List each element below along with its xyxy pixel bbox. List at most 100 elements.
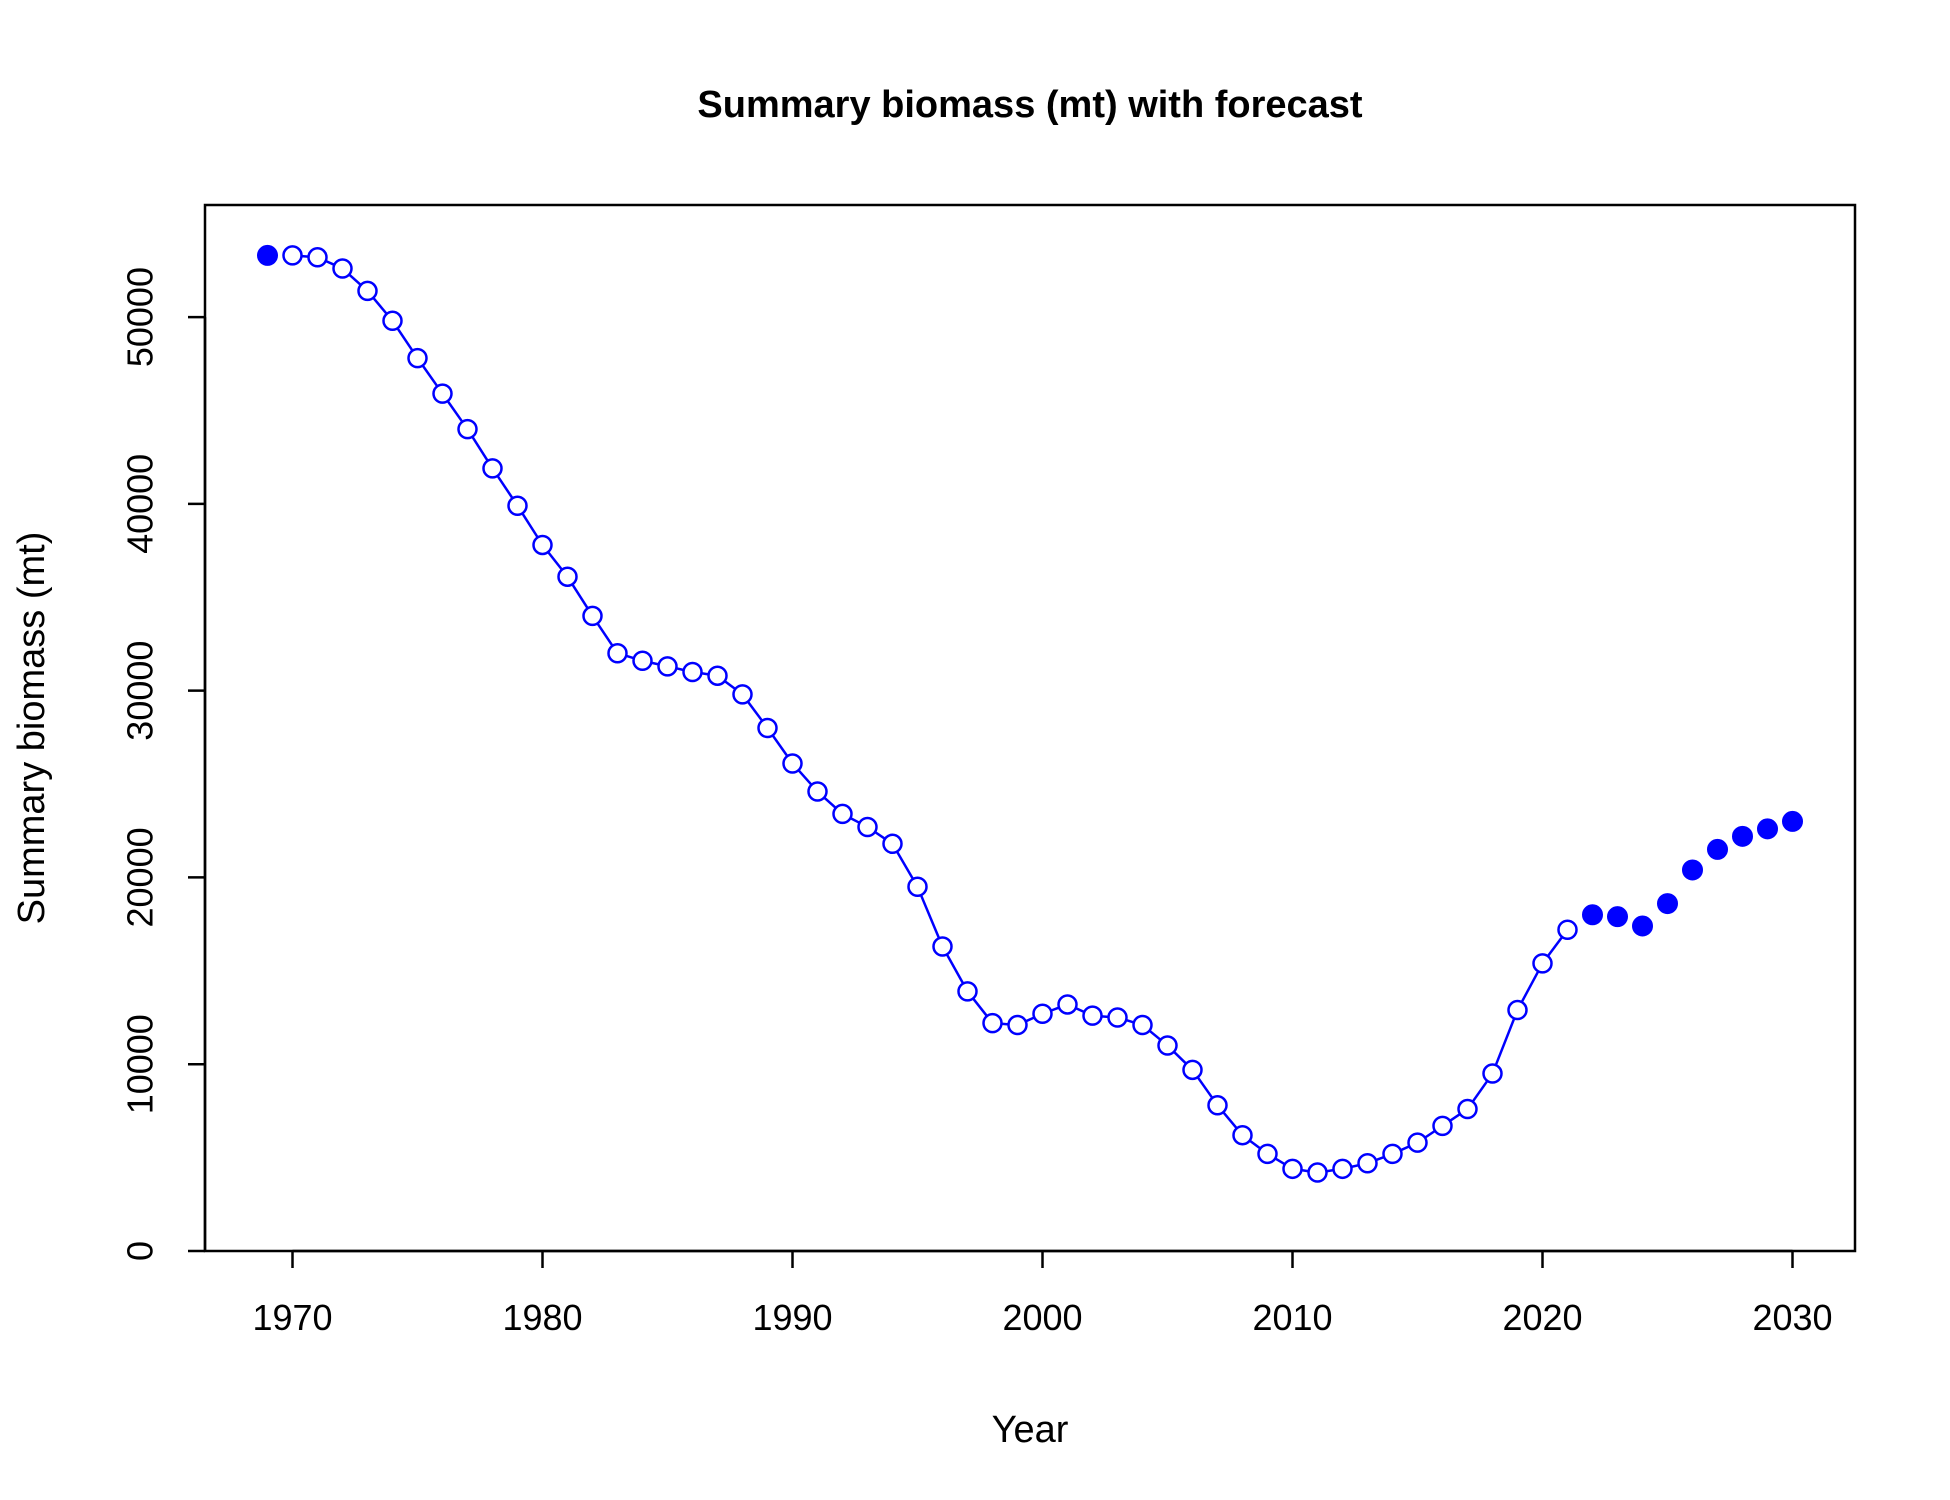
data-point (732, 684, 753, 705)
data-point (457, 418, 478, 440)
y-axis: 0 10000 20000 30000 40000 50000 (120, 267, 207, 1261)
line-segment (919, 894, 941, 939)
plot-frame (203, 203, 1857, 1253)
forecast-point (1782, 810, 1803, 832)
forecast-point (1682, 859, 1703, 881)
line-segment (496, 475, 514, 499)
data-point (907, 876, 928, 898)
line-segment (1400, 1145, 1410, 1152)
data-point (1532, 953, 1553, 974)
x-tick-label: 1980 (502, 1297, 582, 1338)
x-tick-label: 2030 (1752, 1297, 1832, 1338)
data-point (1132, 1014, 1153, 1036)
forecast-point (1757, 818, 1778, 840)
data-point (282, 245, 303, 266)
line-segment (1075, 1006, 1085, 1014)
data-point (1557, 919, 1578, 940)
line-segment (874, 830, 886, 840)
data-point (1107, 1007, 1128, 1028)
line-segment (1196, 1076, 1214, 1099)
data-point (307, 247, 328, 268)
y-tick-label: 20000 (120, 827, 161, 927)
data-point (1082, 1005, 1103, 1026)
line-segment (325, 259, 335, 266)
line-segment (1494, 1017, 1516, 1066)
data-point (1332, 1158, 1353, 1180)
y-tick-label: 0 (120, 1241, 161, 1261)
series-layer (257, 244, 1803, 1183)
data-point (857, 816, 878, 838)
line-segment (1520, 970, 1540, 1003)
line-segment (1222, 1111, 1238, 1130)
x-tick-label: 2010 (1252, 1297, 1332, 1338)
forecast-point (1732, 825, 1753, 847)
line-segment (823, 796, 837, 809)
data-point (1482, 1063, 1503, 1084)
series-1 (282, 245, 1578, 1183)
data-point (507, 495, 528, 516)
line-segment (396, 327, 414, 352)
data-point (807, 781, 828, 802)
line-segment (1449, 1113, 1461, 1122)
x-tick-label: 2000 (1002, 1297, 1082, 1338)
forecast-point (1582, 904, 1603, 926)
data-point (1057, 994, 1078, 1015)
data-point (607, 643, 628, 664)
line-segment (348, 273, 362, 286)
line-segment (972, 997, 988, 1017)
forecast-point (1632, 915, 1653, 937)
x-tick-label: 1990 (752, 1297, 832, 1338)
line-segment (1148, 1029, 1162, 1041)
chart-title: Summary biomass (mt) with forecast (697, 84, 1363, 126)
line-segment (1546, 936, 1564, 957)
line-segment (676, 667, 684, 672)
line-segment (571, 583, 589, 610)
line-segment (446, 400, 464, 423)
line-segment (421, 364, 439, 388)
data-point (757, 717, 778, 739)
line-segment (1424, 1129, 1436, 1139)
line-segment (1248, 1139, 1262, 1150)
line-segment (1351, 1163, 1359, 1169)
x-axis: 1970 1980 1990 2000 2010 2020 2030 (252, 1249, 1833, 1338)
data-point (382, 310, 403, 332)
line-segment (1125, 1018, 1135, 1024)
line-segment (1274, 1157, 1286, 1166)
data-point (407, 347, 428, 369)
data-point (957, 981, 978, 1002)
y-tick-label: 30000 (120, 641, 161, 741)
line-segment (797, 769, 813, 786)
line-segment (547, 551, 563, 571)
data-point (682, 661, 703, 683)
data-point (582, 605, 603, 627)
data-point (832, 803, 853, 825)
line-segment (723, 680, 737, 690)
data-point (1307, 1162, 1328, 1183)
line-segment (895, 850, 915, 880)
line-segment (1173, 1050, 1187, 1065)
line-segment (625, 654, 635, 660)
line-segment (596, 622, 614, 647)
data-point (1457, 1098, 1478, 1120)
data-point (782, 753, 803, 774)
y-tick-label: 40000 (120, 454, 161, 554)
line-segment (849, 816, 861, 824)
line-segment (1050, 1006, 1060, 1012)
y-tick-label: 10000 (120, 1014, 161, 1114)
data-point (357, 280, 378, 302)
data-point (657, 656, 678, 677)
line-segment (651, 661, 659, 666)
data-point (432, 383, 453, 404)
series-2 (257, 244, 1803, 937)
data-point (932, 936, 953, 957)
data-point (1032, 1003, 1053, 1025)
data-point (1007, 1014, 1028, 1036)
line-segment (1471, 1080, 1489, 1103)
data-point (1207, 1095, 1228, 1116)
data-point (1357, 1152, 1378, 1174)
data-point (632, 650, 653, 672)
forecast-point (1707, 838, 1728, 860)
data-point (1507, 999, 1528, 1021)
